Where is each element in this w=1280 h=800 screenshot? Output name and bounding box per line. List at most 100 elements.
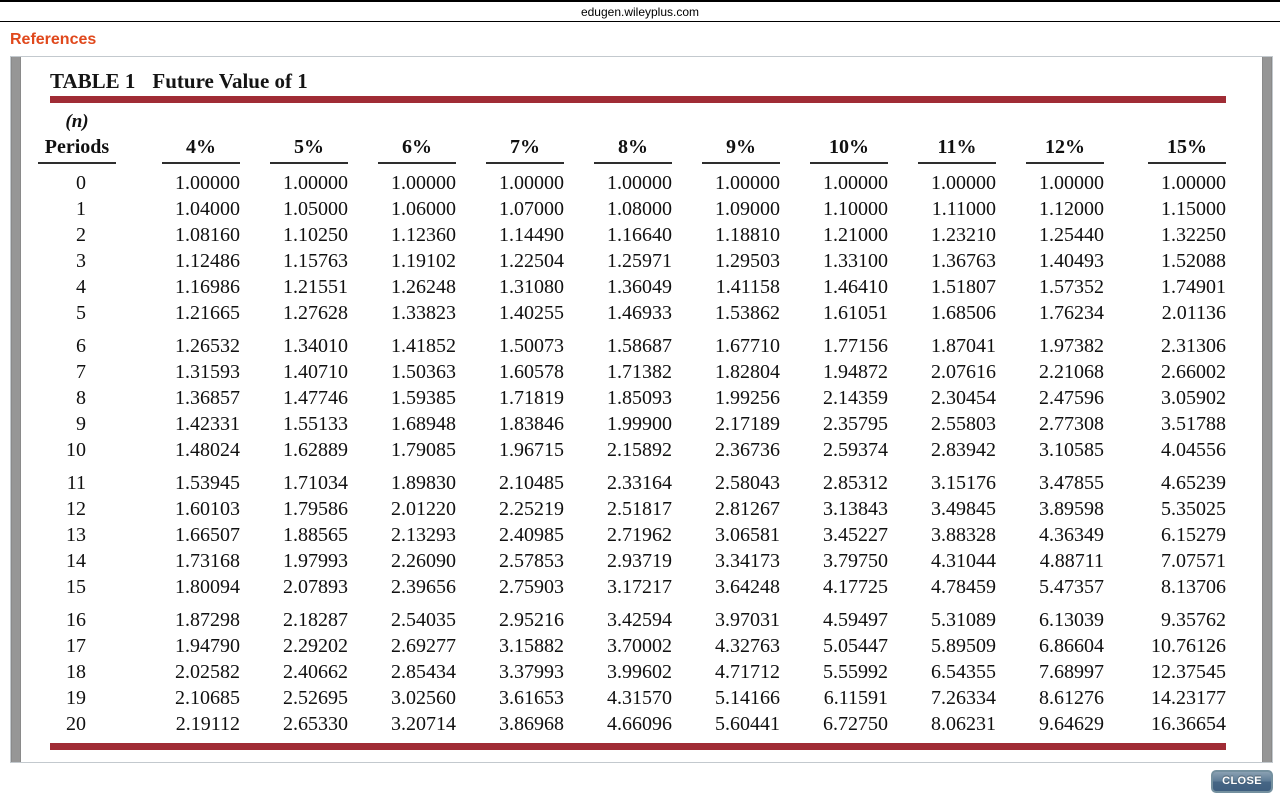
top-rule <box>50 96 1226 103</box>
value-cell: 2.35795 <box>823 413 888 435</box>
table-row: 2 1.08160 1.10250 1.12360 1.14490 1.16640 1.18… <box>50 222 1226 248</box>
value-cell: 1.68506 <box>931 302 996 324</box>
value-cell: 1.25971 <box>607 250 672 272</box>
value-cell: 2.14359 <box>823 387 888 409</box>
period-cell: 5 <box>76 302 86 324</box>
value-cell: 3.79750 <box>823 550 888 572</box>
value-cell: 1.00000 <box>823 172 888 194</box>
value-cell: 1.00000 <box>607 172 672 194</box>
value-cell: 3.89598 <box>1039 498 1104 520</box>
value-cell: 4.65239 <box>1161 472 1226 494</box>
table-row: 18 2.02582 2.40662 2.85434 3.37993 3.99602 4.7… <box>50 659 1226 685</box>
period-cell: 10 <box>66 439 86 461</box>
value-cell: 1.46410 <box>823 276 888 298</box>
value-cell: 2.21068 <box>1039 361 1104 383</box>
value-cell: 3.64248 <box>715 576 780 598</box>
value-cell: 3.51788 <box>1161 413 1226 435</box>
references-heading: References <box>10 31 97 48</box>
value-cell: 4.66096 <box>607 713 672 735</box>
rate-header-6: 6% <box>348 111 456 164</box>
value-cell: 1.79085 <box>391 439 456 461</box>
value-cell: 7.26334 <box>931 687 996 709</box>
period-cell: 12 <box>66 498 86 520</box>
value-cell: 8.61276 <box>1039 687 1104 709</box>
value-cell: 3.17217 <box>607 576 672 598</box>
rate-header-10: 10% <box>780 111 888 164</box>
value-cell: 2.19112 <box>175 713 240 735</box>
value-cell: 1.00000 <box>715 172 780 194</box>
value-cell: 1.46933 <box>607 302 672 324</box>
value-cell: 2.25219 <box>499 498 564 520</box>
value-cell: 3.70002 <box>607 635 672 657</box>
value-cell: 1.50073 <box>499 335 564 357</box>
value-cell: 6.86604 <box>1039 635 1104 657</box>
value-cell: 5.35025 <box>1161 498 1226 520</box>
value-cell: 1.51807 <box>931 276 996 298</box>
fv-table: (n) Periods 4% 5% 6% 7% 8% 9% 10% 11% 12… <box>38 111 1226 737</box>
value-cell: 1.40255 <box>499 302 564 324</box>
value-cell: 1.12486 <box>175 250 240 272</box>
value-cell: 9.35762 <box>1161 609 1226 631</box>
value-cell: 2.30454 <box>931 387 996 409</box>
value-cell: 2.01136 <box>1161 302 1226 324</box>
value-cell: 1.87298 <box>175 609 240 631</box>
value-cell: 1.40710 <box>283 361 348 383</box>
value-cell: 5.31089 <box>931 609 996 631</box>
value-cell: 1.68948 <box>391 413 456 435</box>
table-row: 9 1.42331 1.55133 1.68948 1.83846 1.99900 2.17… <box>50 411 1226 437</box>
value-cell: 1.15000 <box>1161 198 1226 220</box>
value-cell: 1.04000 <box>175 198 240 220</box>
value-cell: 1.36049 <box>607 276 672 298</box>
value-cell: 1.19102 <box>391 250 456 272</box>
value-cell: 1.57352 <box>1039 276 1104 298</box>
value-cell: 1.61051 <box>823 302 888 324</box>
value-cell: 2.29202 <box>283 635 348 657</box>
value-cell: 2.66002 <box>1161 361 1226 383</box>
value-cell: 1.62889 <box>283 439 348 461</box>
period-cell: 18 <box>66 661 86 683</box>
value-cell: 1.21665 <box>175 302 240 324</box>
value-cell: 2.07893 <box>283 576 348 598</box>
value-cell: 2.07616 <box>931 361 996 383</box>
value-cell: 1.08160 <box>175 224 240 246</box>
value-cell: 2.93719 <box>607 550 672 572</box>
value-cell: 1.26532 <box>175 335 240 357</box>
value-cell: 1.80094 <box>175 576 240 598</box>
panel-right-bar <box>1262 57 1272 762</box>
value-cell: 1.21551 <box>283 276 348 298</box>
rate-header-11: 11% <box>888 111 996 164</box>
header-row: (n) Periods 4% 5% 6% 7% 8% 9% 10% 11% 12… <box>38 111 1226 164</box>
value-cell: 3.88328 <box>931 524 996 546</box>
value-cell: 4.78459 <box>931 576 996 598</box>
period-cell: 6 <box>76 335 86 357</box>
value-cell: 3.15176 <box>931 472 996 494</box>
value-cell: 3.05902 <box>1161 387 1226 409</box>
periods-header: (n) Periods <box>38 111 116 164</box>
table-row: 19 2.10685 2.52695 3.02560 3.61653 4.31570 5.1… <box>50 685 1226 711</box>
value-cell: 1.41158 <box>715 276 780 298</box>
table-row: 0 1.00000 1.00000 1.00000 1.00000 1.00000 1.00… <box>50 164 1226 196</box>
value-cell: 2.57853 <box>499 550 564 572</box>
value-cell: 2.83942 <box>931 439 996 461</box>
table-row: 8 1.36857 1.47746 1.59385 1.71819 1.85093 1.99… <box>50 385 1226 411</box>
value-cell: 9.64629 <box>1039 713 1104 735</box>
value-cell: 1.08000 <box>607 198 672 220</box>
value-cell: 2.69277 <box>391 635 456 657</box>
value-cell: 1.52088 <box>1161 250 1226 272</box>
table-row: 12 1.60103 1.79586 2.01220 2.25219 2.51817 2.8… <box>50 496 1226 522</box>
value-cell: 4.88711 <box>1039 550 1104 572</box>
value-cell: 1.11000 <box>931 198 996 220</box>
value-cell: 3.06581 <box>715 524 780 546</box>
value-cell: 1.58687 <box>607 335 672 357</box>
value-cell: 3.20714 <box>391 713 456 735</box>
value-cell: 1.88565 <box>283 524 348 546</box>
table-row: 20 2.19112 2.65330 3.20714 3.86968 4.66096 5.6… <box>50 711 1226 737</box>
close-button[interactable]: CLOSE <box>1211 770 1273 793</box>
value-cell: 2.75903 <box>499 576 564 598</box>
value-cell: 1.00000 <box>931 172 996 194</box>
browser-title-bar: edugen.wileyplus.com <box>0 0 1280 22</box>
table-row: 17 1.94790 2.29202 2.69277 3.15882 3.70002 4.3… <box>50 633 1226 659</box>
value-cell: 1.60578 <box>499 361 564 383</box>
value-cell: 2.52695 <box>283 687 348 709</box>
rate-header-12: 12% <box>996 111 1104 164</box>
